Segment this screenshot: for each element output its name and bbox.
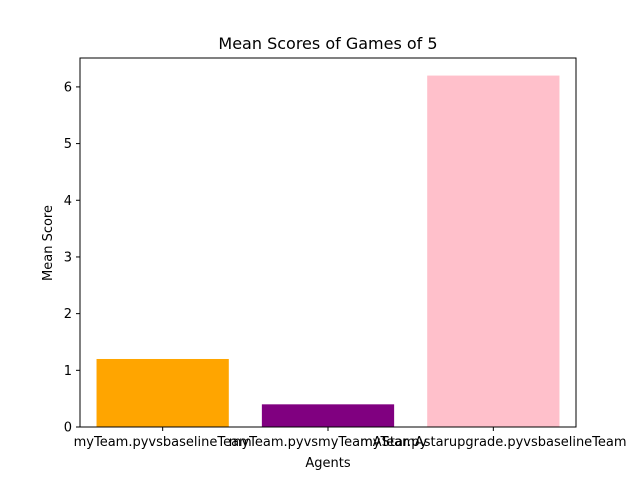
bar-3 — [427, 75, 560, 428]
bar-2 — [261, 404, 395, 427]
x-tick-label-2: myTeam.pyvsmyTeamAStar.py — [229, 435, 428, 450]
y-tick-label-0: 0 — [64, 421, 72, 436]
y-tick-label-1: 1 — [64, 364, 72, 379]
bar-1 — [96, 358, 229, 427]
x-axis: myTeam.pyvsbaselineTeammyTeam.pyvsmyTeam… — [74, 427, 627, 450]
y-tick-label-4: 4 — [64, 194, 72, 209]
y-tick-label-6: 6 — [64, 80, 72, 95]
x-tick-label-3: myTeamAstarupgrade.pyvsbaselineTeam — [360, 435, 626, 450]
plot-frame — [79, 57, 577, 428]
y-tick-label-3: 3 — [64, 250, 72, 265]
y-axis: 0 1 2 3 4 5 6 — [64, 80, 80, 436]
bars-group — [96, 75, 560, 428]
chart-title: Mean Scores of Games of 5 — [218, 34, 437, 53]
y-axis-title: Mean Score — [41, 205, 56, 281]
x-axis-title: Agents — [305, 456, 350, 471]
x-tick-label-1: myTeam.pyvsbaselineTeam — [74, 435, 252, 450]
y-tick-label-5: 5 — [64, 137, 72, 152]
y-tick-label-2: 2 — [64, 307, 72, 322]
